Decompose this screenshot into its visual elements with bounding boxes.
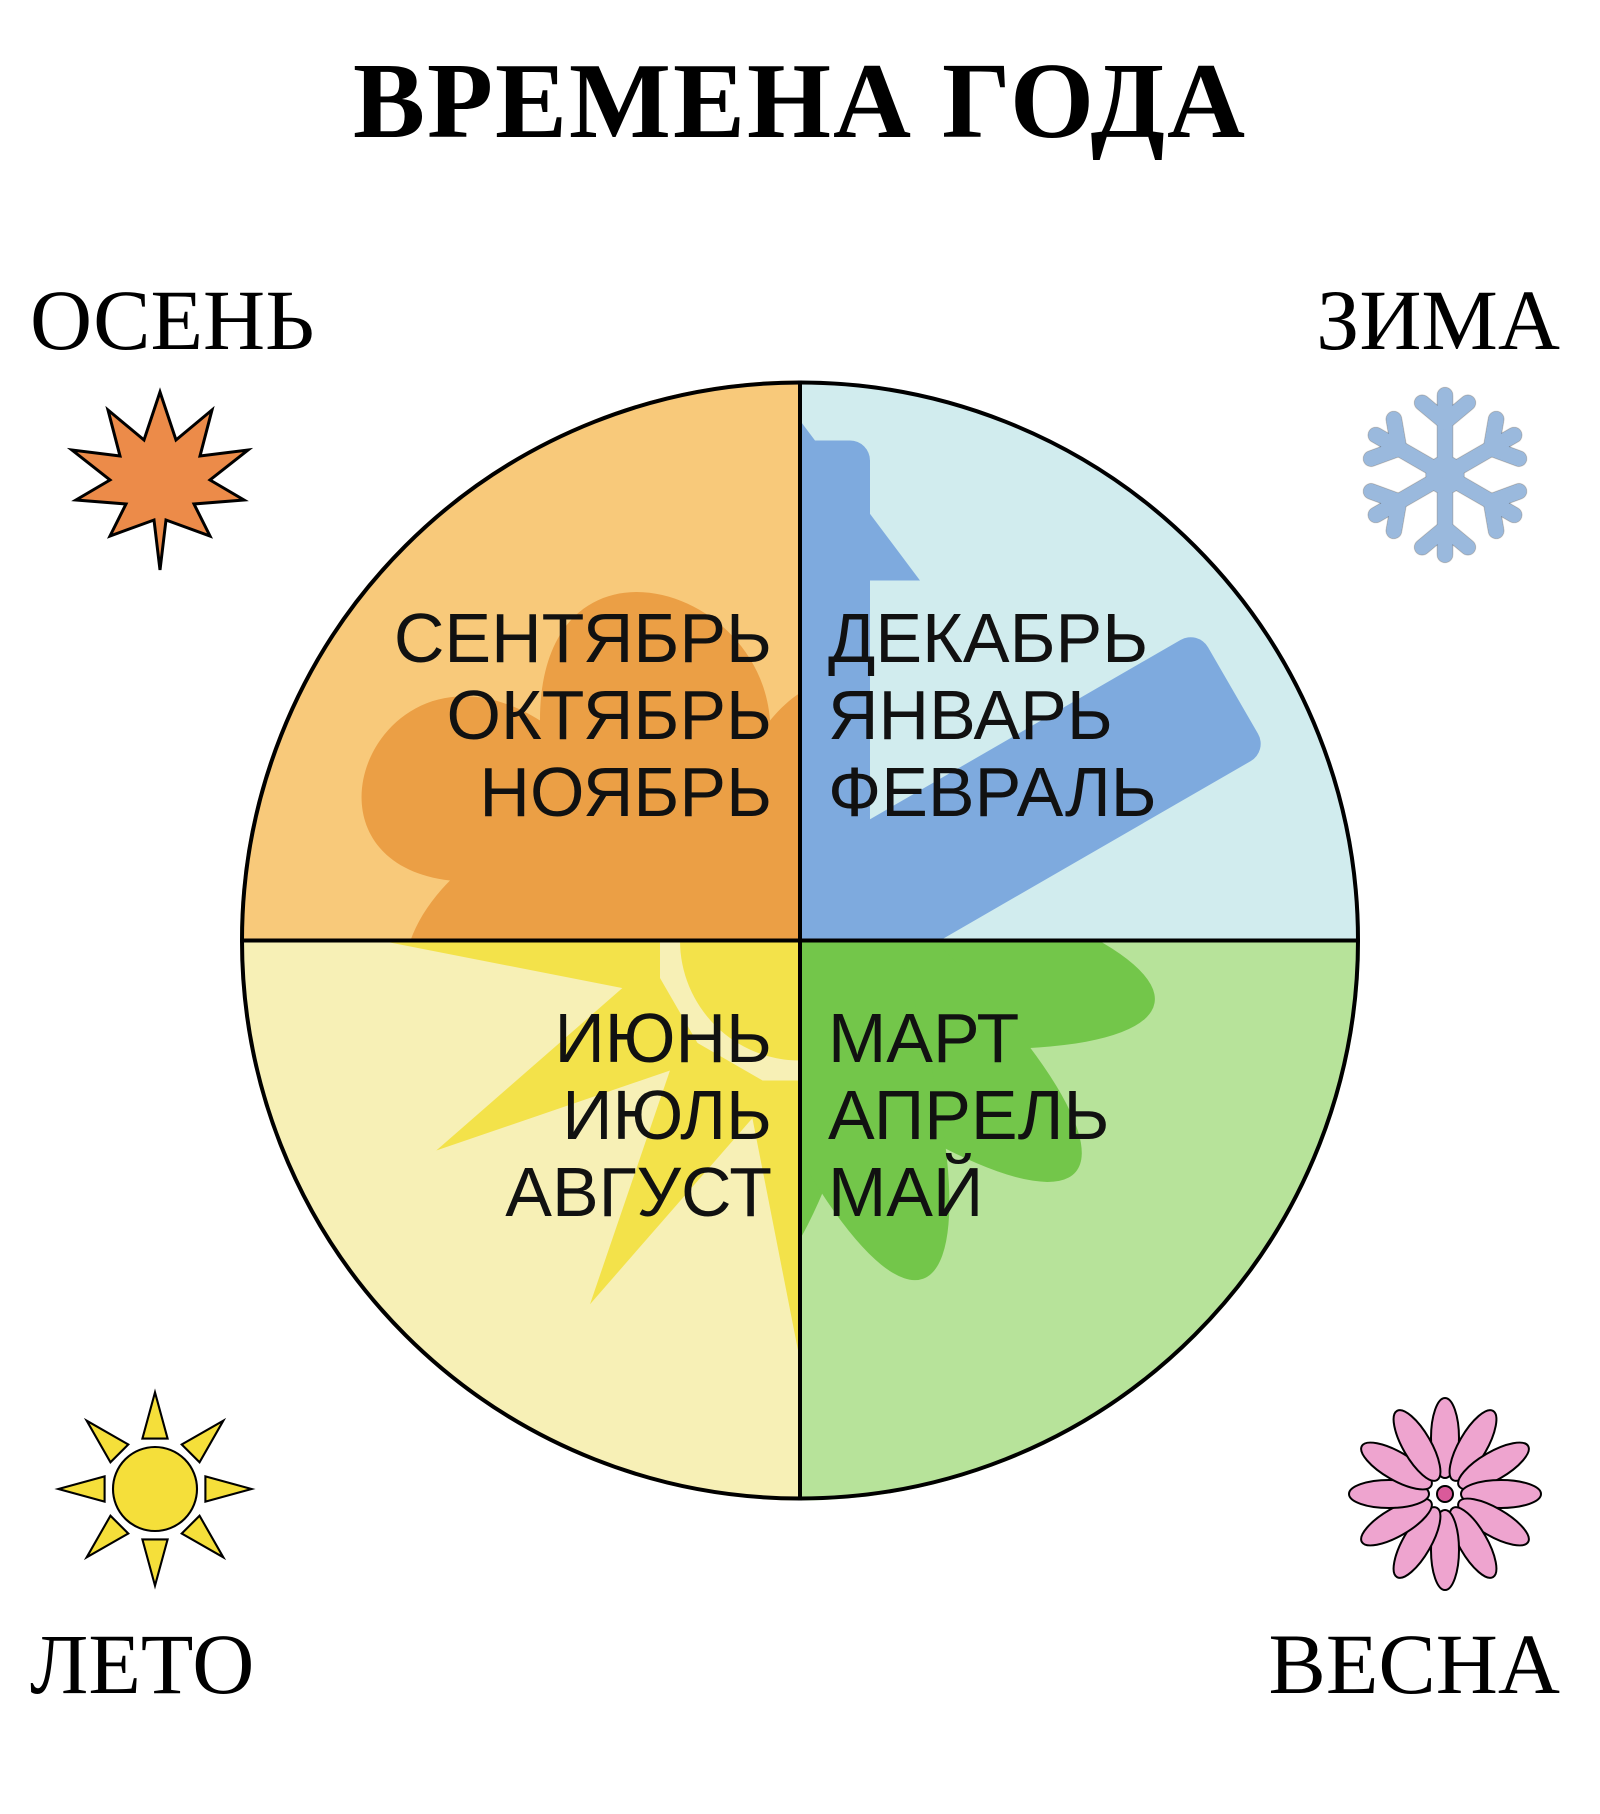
months-winter: ДЕКАБРЬ ЯНВАРЬ ФЕВРАЛЬ	[828, 600, 1157, 831]
snowflake-icon	[1350, 380, 1540, 570]
month: ФЕВРАЛЬ	[828, 754, 1157, 831]
season-label-summer: ЛЕТО	[30, 1614, 254, 1714]
month: НОЯБРЬ	[479, 754, 772, 831]
months-autumn: СЕНТЯБРЬ ОКТЯБРЬ НОЯБРЬ	[394, 600, 772, 831]
month: АПРЕЛЬ	[828, 1077, 1109, 1154]
seasons-infographic: ВРЕМЕНА ГОДА ОСЕНЬ ЗИМА ЛЕТО ВЕСНА	[0, 0, 1600, 1814]
page-title: ВРЕМЕНА ГОДА	[0, 40, 1600, 164]
seasons-wheel	[240, 381, 1360, 1506]
maple-leaf-icon	[60, 380, 260, 580]
season-label-winter: ЗИМА	[1316, 270, 1560, 370]
flower-icon	[1345, 1394, 1545, 1594]
month: АВГУСТ	[505, 1154, 772, 1231]
month: МАРТ	[828, 1000, 1019, 1077]
months-spring: МАРТ АПРЕЛЬ МАЙ	[828, 1000, 1109, 1231]
season-label-spring: ВЕСНА	[1269, 1614, 1560, 1714]
sun-icon	[50, 1384, 260, 1594]
month: МАЙ	[828, 1154, 983, 1231]
month: ИЮЛЬ	[562, 1077, 772, 1154]
month: СЕНТЯБРЬ	[394, 600, 772, 677]
season-label-autumn: ОСЕНЬ	[30, 270, 315, 370]
month: ДЕКАБРЬ	[828, 600, 1148, 677]
month: ЯНВАРЬ	[828, 677, 1113, 754]
month: ОКТЯБРЬ	[446, 677, 772, 754]
month: ИЮНЬ	[554, 1000, 772, 1077]
months-summer: ИЮНЬ ИЮЛЬ АВГУСТ	[505, 1000, 772, 1231]
